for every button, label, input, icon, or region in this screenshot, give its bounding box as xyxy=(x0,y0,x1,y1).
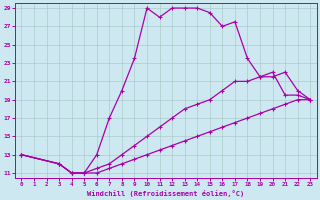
X-axis label: Windchill (Refroidissement éolien,°C): Windchill (Refroidissement éolien,°C) xyxy=(87,190,244,197)
